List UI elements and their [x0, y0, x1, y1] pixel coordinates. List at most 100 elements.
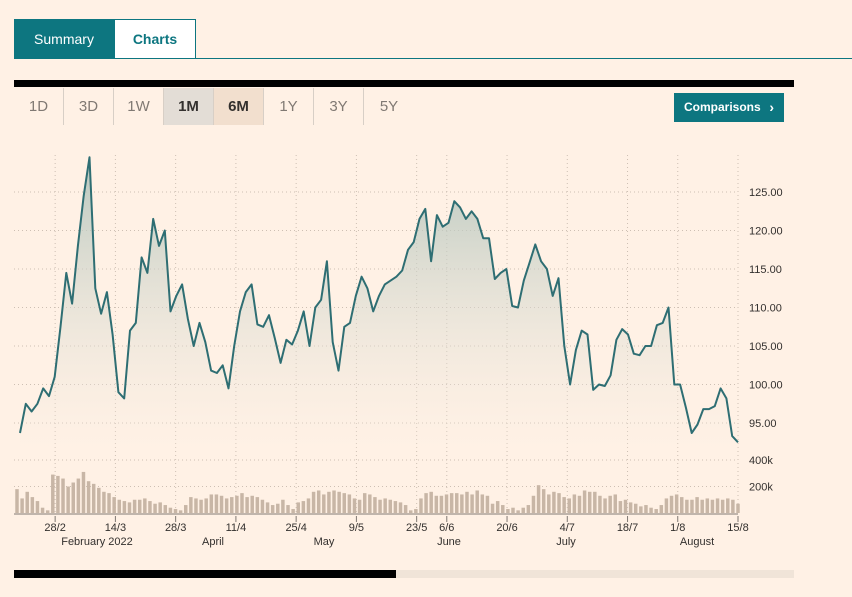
x-tick-label: 4/7 [560, 522, 575, 534]
volume-bar [30, 497, 35, 513]
volume-bar [526, 505, 531, 513]
chart-top-rule [14, 80, 794, 87]
volume-bar [107, 493, 111, 513]
volume-bar [731, 499, 735, 513]
range-scrollbar-track[interactable] [14, 570, 794, 578]
volume-bar [690, 499, 694, 513]
y-tick-label: 95.00 [749, 418, 777, 430]
volume-bar [490, 503, 495, 513]
volume-bar [45, 510, 50, 513]
volume-bar [439, 495, 444, 513]
volume-bar [531, 495, 536, 513]
range-6m-button[interactable]: 6M [214, 88, 264, 125]
volume-bar [598, 495, 602, 513]
volume-bar [40, 507, 45, 513]
volume-bar [265, 502, 270, 513]
volume-bar [245, 497, 249, 513]
x-tick-label: 1/8 [670, 522, 685, 534]
volume-bar [199, 499, 203, 513]
volume-bar [112, 497, 116, 513]
volume-bar [408, 510, 413, 513]
volume-bar [572, 494, 577, 513]
price-area [20, 157, 738, 451]
volume-bar [137, 499, 142, 513]
y-tick-label: 105.00 [749, 341, 783, 353]
range-1w-button[interactable]: 1W [114, 88, 164, 125]
volume-bar [654, 509, 658, 513]
volume-bar [250, 495, 254, 513]
volume-bar [455, 493, 459, 513]
volume-bar [56, 475, 60, 513]
tab-summary[interactable]: Summary [14, 19, 114, 59]
range-scrollbar-thumb[interactable] [14, 570, 396, 578]
volume-bar [460, 494, 464, 513]
volume-bar [465, 491, 469, 513]
volume-bar [76, 478, 81, 513]
volume-bar [552, 491, 556, 513]
volume-bar [204, 498, 208, 513]
tab-charts[interactable]: Charts [114, 19, 196, 59]
x-tick-label: 14/3 [105, 522, 126, 534]
volume-bar [25, 491, 29, 513]
x-tick-label: 18/7 [617, 522, 638, 534]
volume-bar [86, 481, 91, 513]
volume-bar [20, 498, 24, 513]
range-1d-button[interactable]: 1D [14, 88, 64, 125]
view-tabs: Summary Charts [14, 19, 196, 59]
volume-tick-label: 400k [749, 455, 773, 467]
chevron-right-icon: › [769, 99, 774, 115]
volume-bar [388, 499, 393, 513]
range-5y-button[interactable]: 5Y [379, 98, 399, 115]
volume-bar [168, 507, 173, 513]
x-month-label: June [437, 536, 461, 548]
volume-bar [393, 501, 398, 513]
volume-bar [270, 505, 275, 513]
x-tick-label: 28/2 [44, 522, 65, 534]
volume-bar [383, 498, 387, 513]
volume-bar [618, 501, 623, 513]
volume-bar [281, 499, 285, 513]
volume-bar [296, 502, 300, 513]
volume-bar [485, 495, 490, 513]
volume-bar [158, 502, 162, 513]
volume-bar [470, 494, 474, 513]
x-month-label: August [680, 536, 714, 548]
range-1y-button[interactable]: 1Y [264, 88, 314, 125]
volume-bar [132, 499, 137, 513]
volume-bar [240, 493, 244, 513]
volume-bar [700, 499, 704, 513]
volume-bar [224, 498, 229, 513]
volume-bar [674, 494, 679, 513]
volume-bar [194, 498, 198, 513]
volume-bar [352, 498, 357, 513]
volume-bar [633, 503, 638, 513]
volume-bar [541, 489, 546, 513]
volume-bar [143, 498, 147, 513]
volume-bar [316, 490, 321, 513]
volume-bar [102, 491, 106, 513]
volume-bar [628, 502, 633, 513]
volume-bar [501, 505, 505, 513]
x-tick-label: 15/8 [727, 522, 748, 534]
volume-bar [715, 498, 720, 513]
range-1m-button[interactable]: 1M [164, 88, 214, 125]
x-month-label: May [314, 536, 335, 548]
comparisons-button[interactable]: Comparisons › [674, 93, 784, 122]
volume-bar [705, 498, 710, 513]
volume-bar [680, 497, 684, 513]
volume-bar [644, 505, 648, 513]
volume-bar [710, 499, 715, 513]
volume-bar [362, 493, 367, 513]
range-3y-button[interactable]: 3Y [314, 88, 364, 125]
volume-bar [429, 491, 433, 513]
volume-bar [337, 491, 341, 513]
volume-bar [414, 509, 418, 513]
y-tick-label: 110.00 [749, 303, 782, 315]
range-3d-button[interactable]: 3D [64, 88, 114, 125]
volume-bar [286, 505, 290, 513]
volume-bar [480, 494, 485, 513]
volume-bar [669, 495, 674, 513]
y-tick-label: 100.00 [749, 380, 783, 392]
volume-bar [276, 503, 280, 513]
volume-bar [122, 501, 127, 513]
